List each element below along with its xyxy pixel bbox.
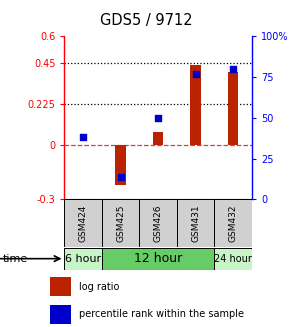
Bar bbox=[214, 248, 252, 270]
Bar bbox=[190, 65, 201, 145]
Point bbox=[81, 135, 86, 140]
Bar bbox=[102, 199, 139, 247]
Bar bbox=[64, 199, 102, 247]
Bar bbox=[139, 199, 177, 247]
Bar bbox=[228, 72, 239, 145]
Text: 24 hour: 24 hour bbox=[214, 254, 252, 264]
Text: GSM426: GSM426 bbox=[154, 204, 163, 242]
Text: GSM432: GSM432 bbox=[229, 204, 238, 242]
Text: GSM424: GSM424 bbox=[79, 204, 88, 242]
Bar bbox=[50, 305, 71, 324]
Text: percentile rank within the sample: percentile rank within the sample bbox=[79, 309, 244, 319]
Point bbox=[118, 174, 123, 179]
Text: GDS5 / 9712: GDS5 / 9712 bbox=[100, 13, 193, 28]
Text: 12 hour: 12 hour bbox=[134, 252, 182, 265]
Text: time: time bbox=[3, 254, 28, 264]
Text: 6 hour: 6 hour bbox=[65, 254, 101, 264]
Bar bbox=[64, 248, 102, 270]
Bar bbox=[115, 145, 126, 185]
Text: log ratio: log ratio bbox=[79, 282, 119, 292]
Bar bbox=[177, 199, 214, 247]
Point bbox=[156, 115, 161, 120]
Text: GSM431: GSM431 bbox=[191, 204, 200, 242]
Point bbox=[193, 71, 198, 76]
Point bbox=[231, 66, 236, 71]
Bar bbox=[102, 248, 214, 270]
Bar bbox=[50, 277, 71, 296]
Bar bbox=[153, 132, 163, 145]
Text: GSM425: GSM425 bbox=[116, 204, 125, 242]
Bar bbox=[214, 199, 252, 247]
